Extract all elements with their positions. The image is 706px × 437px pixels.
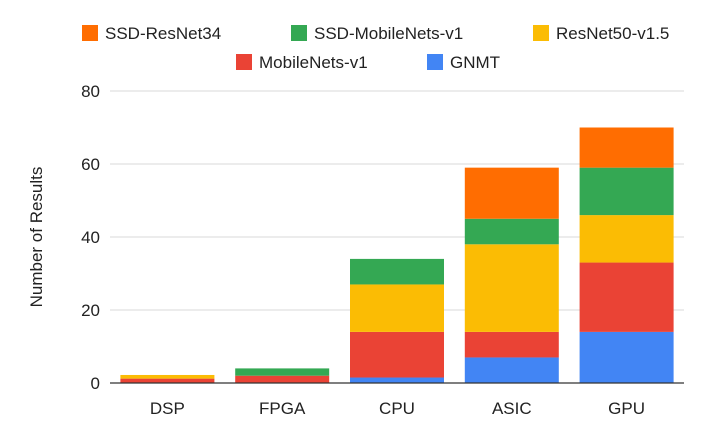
legend-item-gnmt: GNMT: [427, 53, 500, 72]
legend-label-mobilenets-v1: MobileNets-v1: [259, 53, 368, 72]
bar-fpga-mobilenets-v1: [235, 375, 330, 383]
x-tick-label-dsp: DSP: [150, 399, 185, 418]
legend-swatch-resnet50-v1-5: [533, 25, 549, 41]
legend-swatch-ssd-resnet34: [82, 25, 98, 41]
y-axis: 0 20 40 60 80: [81, 82, 100, 393]
x-axis: DSP FPGA CPU ASIC GPU: [110, 382, 684, 418]
bar-gpu-ssd-mobilenets-v1: [579, 167, 674, 216]
bar-cpu-resnet50-v1-5: [350, 284, 444, 332]
bar-cpu-mobilenets-v1: [350, 331, 444, 378]
y-axis-label: Number of Results: [27, 167, 46, 308]
x-tick-label-gpu: GPU: [608, 399, 645, 418]
legend-swatch-ssd-mobilenets-v1: [291, 25, 307, 41]
y-tick-label-60: 60: [81, 155, 100, 174]
bar-asic-mobilenets-v1: [464, 331, 559, 358]
bar-cpu-gnmt: [350, 377, 444, 383]
x-tick-label-fpga: FPGA: [259, 399, 306, 418]
bar-cpu-ssd-mobilenets-v1: [350, 258, 444, 285]
legend: SSD-ResNet34 SSD-MobileNets-v1 ResNet50-v1…: [82, 24, 669, 72]
legend-item-resnet50-v1-5: ResNet50-v1.5: [533, 24, 669, 43]
bar-asic-gnmt: [464, 357, 559, 383]
legend-label-gnmt: GNMT: [450, 53, 500, 72]
legend-label-ssd-resnet34: SSD-ResNet34: [105, 24, 221, 43]
bar-gpu-mobilenets-v1: [579, 262, 674, 332]
x-tick-label-asic: ASIC: [492, 399, 532, 418]
x-tick-label-cpu: CPU: [379, 399, 415, 418]
legend-swatch-gnmt: [427, 54, 443, 70]
y-tick-label-0: 0: [91, 374, 100, 393]
bar-gpu-gnmt: [579, 331, 674, 383]
legend-item-ssd-mobilenets-v1: SSD-MobileNets-v1: [291, 24, 463, 43]
bar-asic-resnet50-v1-5: [464, 244, 559, 332]
bar-dsp-mobilenets-v1: [120, 378, 215, 383]
bar-asic-ssd-resnet34: [464, 167, 559, 219]
bar-gpu-resnet50-v1-5: [579, 215, 674, 263]
bar-fpga-ssd-mobilenets-v1: [235, 368, 330, 376]
bar-asic-ssd-mobilenets-v1: [464, 218, 559, 245]
y-tick-label-40: 40: [81, 228, 100, 247]
bars: [120, 127, 674, 383]
legend-label-ssd-mobilenets-v1: SSD-MobileNets-v1: [314, 24, 463, 43]
legend-label-resnet50-v1-5: ResNet50-v1.5: [556, 24, 669, 43]
y-tick-label-80: 80: [81, 82, 100, 101]
legend-item-mobilenets-v1: MobileNets-v1: [236, 53, 368, 72]
bar-gpu-ssd-resnet34: [579, 127, 674, 168]
legend-swatch-mobilenets-v1: [236, 54, 252, 70]
y-tick-label-20: 20: [81, 301, 100, 320]
bar-dsp-resnet50-v1-5: [120, 374, 215, 379]
legend-item-ssd-resnet34: SSD-ResNet34: [82, 24, 221, 43]
